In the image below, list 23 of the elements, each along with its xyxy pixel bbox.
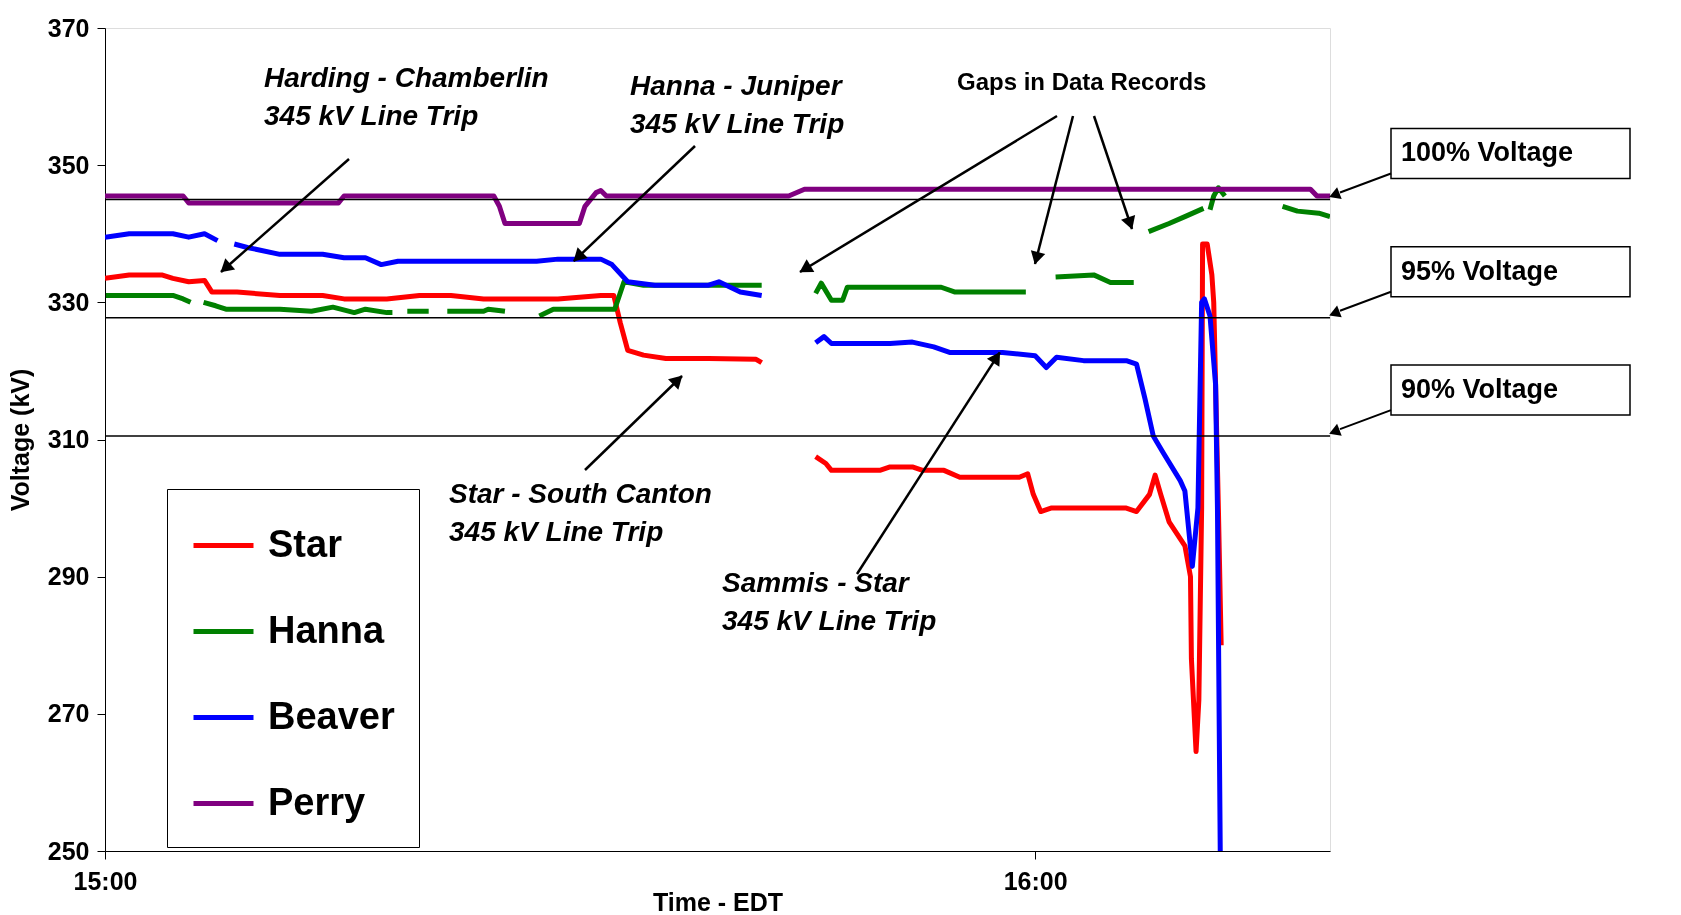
y-axis-title: Voltage (kV) [5,368,34,512]
y-tick-label: 270 [47,699,90,728]
annotation: Harding - Chamberlin 345 kV Line Trip [264,62,549,131]
y-tick-label: 290 [47,562,90,591]
annotation: Star - South Canton 345 kV Line Trip [449,478,712,547]
y-tick-label: 310 [47,425,90,453]
legend-label: Hanna [268,608,385,651]
y-tick-label: 370 [47,13,90,42]
ref-line-label: 90% Voltage [1401,374,1559,405]
annotation: Gaps in Data Records [957,68,1207,95]
ref-line-label: 95% Voltage [1401,255,1559,286]
annotation: Hanna - Juniper 345 kV Line Trip [630,70,845,139]
ref-line-label: 100% Voltage [1401,137,1574,168]
annotation: Sammis - Star 345 kV Line Trip [722,567,937,636]
legend-label: Perry [268,780,366,823]
legend-label: Star [268,522,343,565]
x-axis-title: Time - EDT [652,887,784,915]
y-tick-label: 330 [47,287,90,316]
y-tick-label: 350 [47,150,90,179]
legend-label: Beaver [268,694,395,737]
x-tick-label: 15:00 [73,866,138,895]
x-tick-label: 16:00 [1003,866,1068,895]
y-tick-label: 250 [47,836,90,865]
